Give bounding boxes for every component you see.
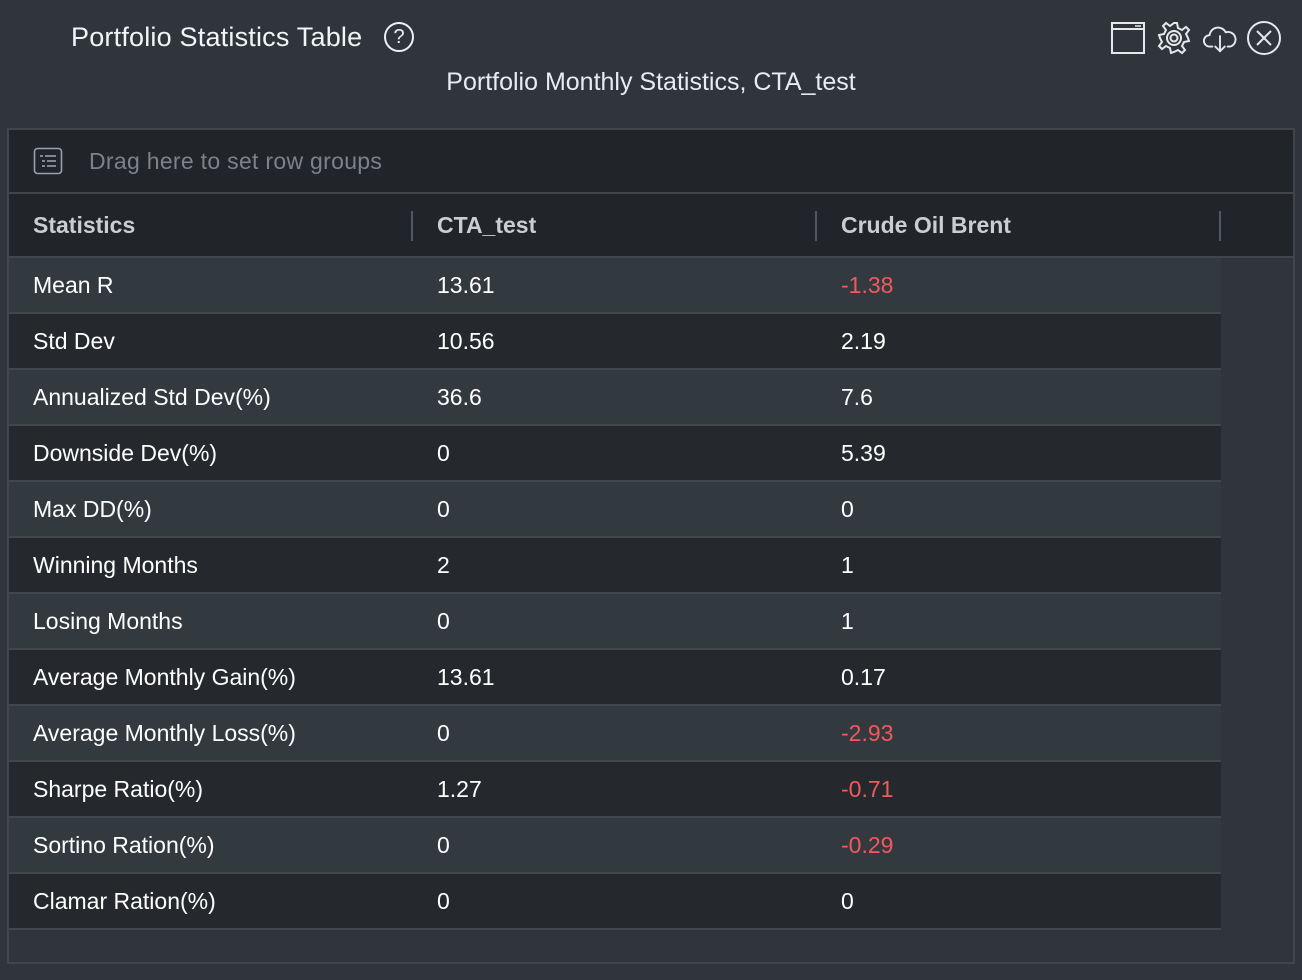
table-cell-brent: 0.17 (841, 663, 886, 690)
table-cell-brent: 1 (841, 551, 854, 578)
table-cell-cta: 0 (437, 831, 450, 858)
table-body: Mean R 13.61 -1.38 Std Dev 10.56 2.19 Annualiz… (9, 258, 1293, 930)
table-row[interactable]: Average Monthly Gain(%) 13.61 0.17 (9, 650, 1221, 706)
table-row[interactable]: Downside Dev(%) 0 5.39 (9, 426, 1221, 482)
table-cell-brent: -2.93 (841, 719, 894, 746)
table-cell-stat: Clamar Ration(%) (33, 887, 216, 914)
table-cell-stat: Winning Months (33, 551, 198, 578)
row-group-drop-zone[interactable]: Drag here to set row groups (9, 130, 1293, 194)
gear-icon[interactable] (1156, 20, 1192, 56)
table-row[interactable]: Winning Months 2 1 (9, 538, 1221, 594)
table-row[interactable]: Sortino Ration(%) 0 -0.29 (9, 818, 1221, 874)
table-cell-cta: 36.6 (437, 383, 482, 410)
table-cell-stat: Sortino Ration(%) (33, 831, 215, 858)
table-cell-stat: Losing Months (33, 607, 183, 634)
table-row[interactable]: Std Dev 10.56 2.19 (9, 314, 1221, 370)
table-cell-cta: 0 (437, 495, 450, 522)
table-cell-brent: 2.19 (841, 327, 886, 354)
table-cell-brent: 0 (841, 887, 854, 914)
table-row[interactable]: Average Monthly Loss(%) 0 -2.93 (9, 706, 1221, 762)
table-cell-cta: 0 (437, 719, 450, 746)
table-cell-stat: Max DD(%) (33, 495, 152, 522)
table-cell-stat: Mean R (33, 271, 114, 298)
table-cell-brent: 1 (841, 607, 854, 634)
table-cell-brent: 7.6 (841, 383, 873, 410)
table-cell-stat: Sharpe Ratio(%) (33, 775, 204, 802)
window-title: Portfolio Statistics Table (71, 22, 363, 52)
table-cell-cta: 13.61 (437, 271, 495, 298)
table-row[interactable]: Annualized Std Dev(%) 36.6 7.6 (9, 370, 1221, 426)
table-header: Statistics CTA_test Crude Oil Brent (9, 194, 1293, 258)
chart-subtitle: Portfolio Monthly Statistics, CTA_test (446, 68, 856, 96)
table-cell-cta: 13.61 (437, 663, 495, 690)
table-cell-stat: Downside Dev(%) (33, 439, 218, 466)
table-cell-cta: 2 (437, 551, 450, 578)
table-row[interactable]: Max DD(%) 0 0 (9, 482, 1221, 538)
table-cell-stat: Annualized Std Dev(%) (33, 383, 271, 410)
table-row[interactable]: Mean R 13.61 -1.38 (9, 258, 1221, 314)
help-icon[interactable]: ? (384, 22, 414, 52)
table-row[interactable]: Losing Months 0 1 (9, 594, 1221, 650)
table-cell-brent: -0.29 (841, 831, 894, 858)
close-icon[interactable] (1246, 20, 1282, 56)
column-header-cta-test[interactable]: CTA_test (413, 194, 817, 256)
table-cell-cta: 0 (437, 439, 450, 466)
table-row[interactable]: Sharpe Ratio(%) 1.27 -0.71 (9, 762, 1221, 818)
table-cell-cta: 0 (437, 887, 450, 914)
table-cell-brent: 5.39 (841, 439, 886, 466)
table-row[interactable]: Clamar Ration(%) 0 0 (9, 874, 1221, 930)
statistics-grid: Drag here to set row groups Statistics C… (7, 128, 1295, 964)
column-header-statistics[interactable]: Statistics (9, 194, 413, 256)
cloud-download-icon[interactable] (1202, 20, 1238, 56)
table-cell-stat: Std Dev (33, 327, 115, 354)
table-cell-brent: -0.71 (841, 775, 894, 802)
table-cell-cta: 10.56 (437, 327, 495, 354)
table-cell-brent: 0 (841, 495, 854, 522)
list-icon (33, 147, 63, 175)
table-cell-brent: -1.38 (841, 271, 894, 298)
window-icon[interactable] (1110, 20, 1146, 56)
row-group-placeholder: Drag here to set row groups (89, 147, 383, 174)
table-cell-stat: Average Monthly Loss(%) (33, 719, 296, 746)
title-bar: Portfolio Statistics Table ? (0, 0, 1302, 64)
table-cell-cta: 0 (437, 607, 450, 634)
table-cell-stat: Average Monthly Gain(%) (33, 663, 296, 690)
column-header-crude-oil-brent[interactable]: Crude Oil Brent (817, 194, 1221, 256)
table-cell-cta: 1.27 (437, 775, 482, 802)
